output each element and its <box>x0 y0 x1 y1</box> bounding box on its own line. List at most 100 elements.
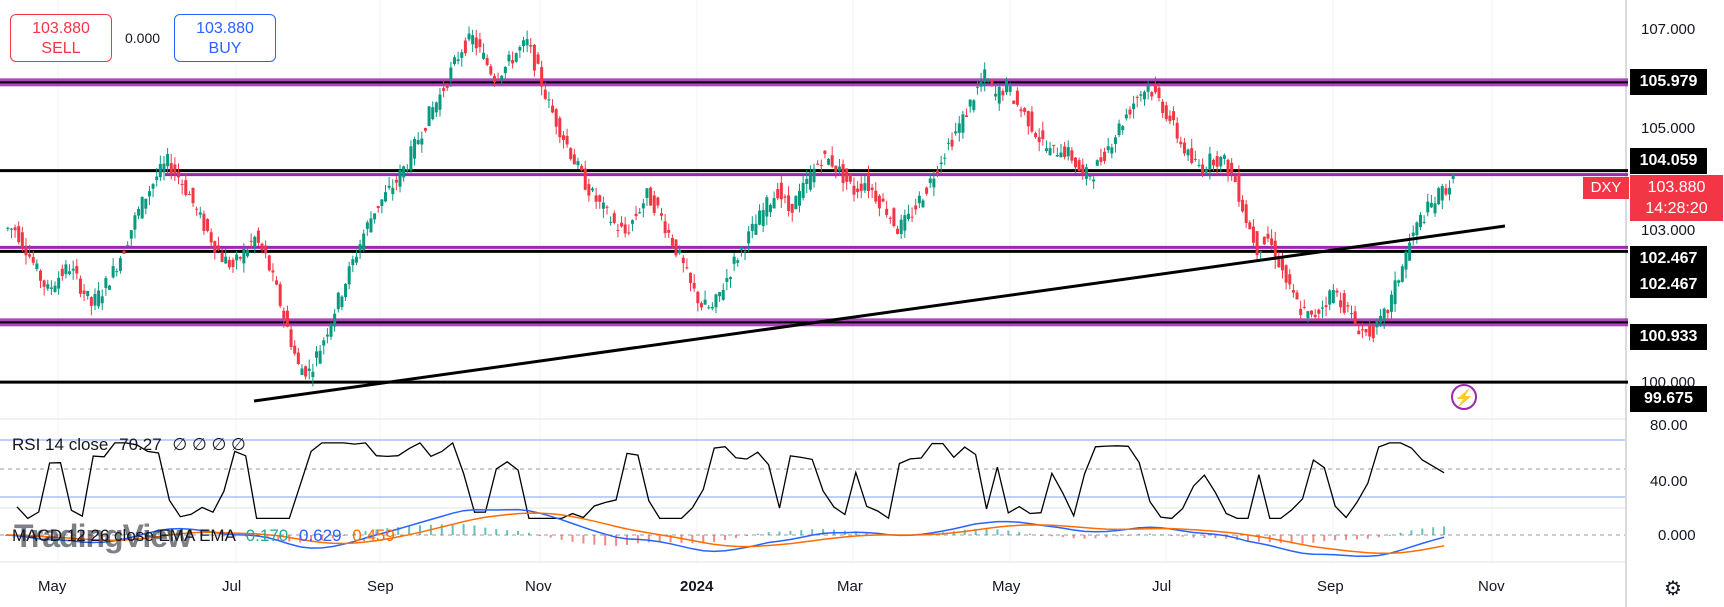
candle-body <box>442 88 446 91</box>
macd-histogram-bar <box>811 529 814 535</box>
candle-body <box>903 215 907 231</box>
horizontal-levels[interactable] <box>0 78 1628 384</box>
candle-body <box>1226 159 1230 176</box>
settings-gear-icon[interactable]: ⚙ <box>1664 578 1682 600</box>
candle-body <box>630 220 634 224</box>
candle-body <box>220 252 224 262</box>
candle-body <box>496 79 500 81</box>
candle-body <box>42 280 46 287</box>
candle-body <box>413 138 417 159</box>
candle-body <box>1230 162 1234 174</box>
candle-body <box>710 307 714 309</box>
sell-button[interactable]: 103.880 SELL <box>10 14 112 62</box>
level-label[interactable]: 102.467 <box>1630 272 1707 298</box>
macd-histogram-bar <box>778 531 781 535</box>
candle-body <box>1059 152 1063 158</box>
macd-histogram-bar <box>789 530 792 535</box>
macd-histogram-bar <box>462 524 465 535</box>
macd-histogram-bar <box>1312 535 1315 543</box>
macd-histogram-bar <box>1334 535 1337 541</box>
candle-body <box>1426 201 1430 213</box>
macd-histogram-bar <box>277 535 280 540</box>
time-label: May <box>992 578 1021 595</box>
candle-body <box>776 189 780 199</box>
candle-body <box>191 187 195 204</box>
candle-body <box>100 296 104 304</box>
candle-body <box>115 271 119 273</box>
candle-body <box>612 213 616 223</box>
candle-body <box>354 256 358 263</box>
candle-body <box>340 296 344 308</box>
buy-button[interactable]: 103.880 BUY <box>174 14 276 62</box>
macd-histogram-bar <box>560 535 563 540</box>
rsi-legend[interactable]: RSI 14 close 70.27 ∅ ∅ ∅ ∅ <box>12 435 246 455</box>
macd-histogram-bar <box>713 535 716 543</box>
level-label[interactable]: 99.675 <box>1630 386 1707 412</box>
candle-body <box>598 195 602 202</box>
candle-body <box>816 163 820 165</box>
bolt-icon[interactable]: ⚡ <box>1451 384 1477 410</box>
candle-body <box>1328 290 1332 305</box>
level-label[interactable]: 100.933 <box>1630 324 1707 350</box>
candle-body <box>703 299 707 305</box>
macd-histogram-bar <box>1159 534 1162 536</box>
candle-body <box>591 188 594 191</box>
candle-body <box>24 246 28 256</box>
candle-body <box>108 285 111 290</box>
candle-body <box>260 243 264 250</box>
candle-body <box>1182 142 1186 154</box>
candle-body <box>1048 148 1052 156</box>
macd-histogram-bar <box>582 535 585 544</box>
candle-body <box>1084 167 1088 179</box>
candle-body <box>78 278 82 294</box>
candle-body <box>511 60 515 64</box>
macd-histogram-bar <box>593 535 596 545</box>
candle-body <box>140 197 144 219</box>
candle-body <box>1433 203 1437 214</box>
candle-body <box>1070 150 1074 161</box>
candle-body <box>1077 160 1081 172</box>
candle-body <box>445 84 449 88</box>
candle-body <box>569 148 573 159</box>
macd-histogram-bar <box>1301 535 1304 544</box>
candle-body <box>296 352 300 365</box>
candle-body <box>405 169 409 171</box>
candle-body <box>881 198 885 202</box>
candle-body <box>1353 311 1357 325</box>
candle-body <box>1037 137 1041 143</box>
level-label[interactable]: 105.979 <box>1630 69 1707 95</box>
candle-body <box>31 257 35 263</box>
macd-histogram-bar <box>1127 534 1130 536</box>
candle-body <box>1153 84 1157 93</box>
macd-histogram-bar <box>604 535 607 546</box>
indicator-guides <box>0 0 1627 607</box>
level-label[interactable]: 102.467 <box>1630 246 1707 272</box>
level-label[interactable]: 104.059 <box>1630 148 1707 174</box>
candle-body <box>503 66 507 74</box>
macd-histogram-bar <box>1432 527 1435 535</box>
rsi-extra: ∅ ∅ ∅ ∅ <box>172 435 246 454</box>
macd-legend[interactable]: MACD 12 26 close EMA EMA 0.170 0.629 0.4… <box>12 526 395 546</box>
macd-histogram-bar <box>745 535 748 536</box>
candle-body <box>1175 122 1179 139</box>
candle-body <box>169 163 173 175</box>
candle-body <box>394 179 398 183</box>
macd-histogram-bar <box>1290 535 1293 544</box>
candle-body <box>925 187 929 194</box>
candle-body <box>950 139 954 147</box>
rsi-line <box>16 441 1445 520</box>
macd-histogram-bar <box>1050 535 1053 537</box>
macd-histogram-bar <box>201 533 204 535</box>
candle-body <box>304 366 308 377</box>
macd-histogram-bar <box>1170 535 1173 536</box>
price-tick: 107.000 <box>1641 21 1696 38</box>
trendline[interactable] <box>253 224 1506 403</box>
candle-body <box>162 163 166 172</box>
candle-body <box>1161 101 1165 113</box>
candle-body <box>932 178 936 188</box>
candle-body <box>954 131 958 134</box>
macd-histogram-bar <box>1421 528 1424 535</box>
candle-body <box>1277 255 1281 268</box>
candle-body <box>561 135 565 140</box>
